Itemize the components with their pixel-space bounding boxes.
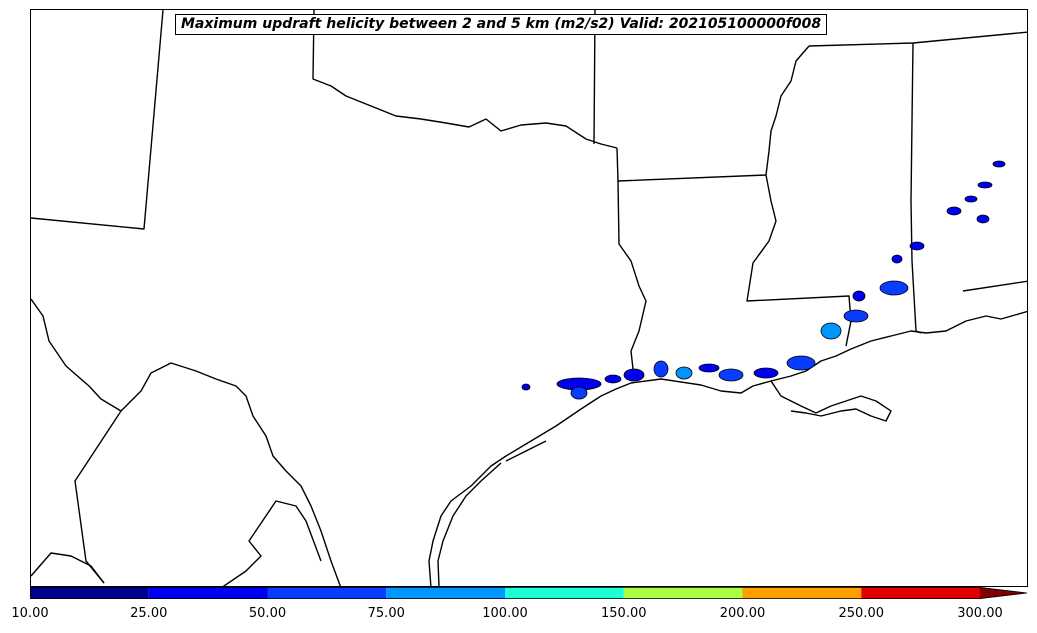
colorbar-extend-arrow [980, 587, 1027, 599]
border-mexico [31, 298, 342, 586]
colorbar-tick-label: 10.00 [11, 606, 49, 621]
map-title: Maximum updraft helicity between 2 and 5… [175, 14, 828, 35]
island-south-padre [437, 462, 502, 586]
river-border-ms [746, 45, 852, 347]
island-galveston [505, 440, 547, 462]
colorbar [30, 587, 1028, 599]
colorbar-tick-label: 50.00 [248, 606, 287, 621]
state-border-tx-la [617, 180, 647, 370]
colorbar-segment [148, 587, 268, 599]
colorbar-tick-label: 150.00 [601, 606, 647, 621]
map-canvas [31, 10, 1027, 586]
helicity-swaths [521, 160, 1006, 400]
colorbar-segment [505, 587, 624, 599]
state-border-mx-1 [74, 410, 122, 584]
state-border-tx-ar-la [616, 147, 767, 182]
state-border-mx-3 [222, 500, 322, 586]
colorbar-tick-label: 75.00 [367, 606, 405, 621]
state-border-top [808, 31, 1027, 47]
colorbar-tick-label: 300.00 [957, 606, 1003, 621]
colorbar-tick-label: 250.00 [838, 606, 885, 621]
state-border-mx-2 [31, 552, 105, 584]
colorbar-tick-label: 100.00 [482, 606, 528, 621]
colorbar-tick-label: 25.00 [130, 606, 168, 621]
coastline-gulf [428, 310, 1027, 586]
colorbar-segment [742, 587, 862, 599]
map-plot-area [30, 9, 1028, 587]
colorbar-segment [30, 587, 149, 599]
colorbar-segment [386, 587, 505, 599]
colorbar-segment [267, 587, 387, 599]
colorbar-tick-label: 200.00 [719, 606, 766, 621]
state-border-ms-al [910, 42, 922, 334]
colorbar-segment [861, 587, 980, 599]
state-border-al-fl [962, 280, 1027, 292]
colorbar-segment [623, 587, 743, 599]
state-border-ok-tx [312, 10, 618, 149]
coastline-louisiana-delta [770, 380, 892, 422]
state-border-nm-east [31, 10, 164, 230]
